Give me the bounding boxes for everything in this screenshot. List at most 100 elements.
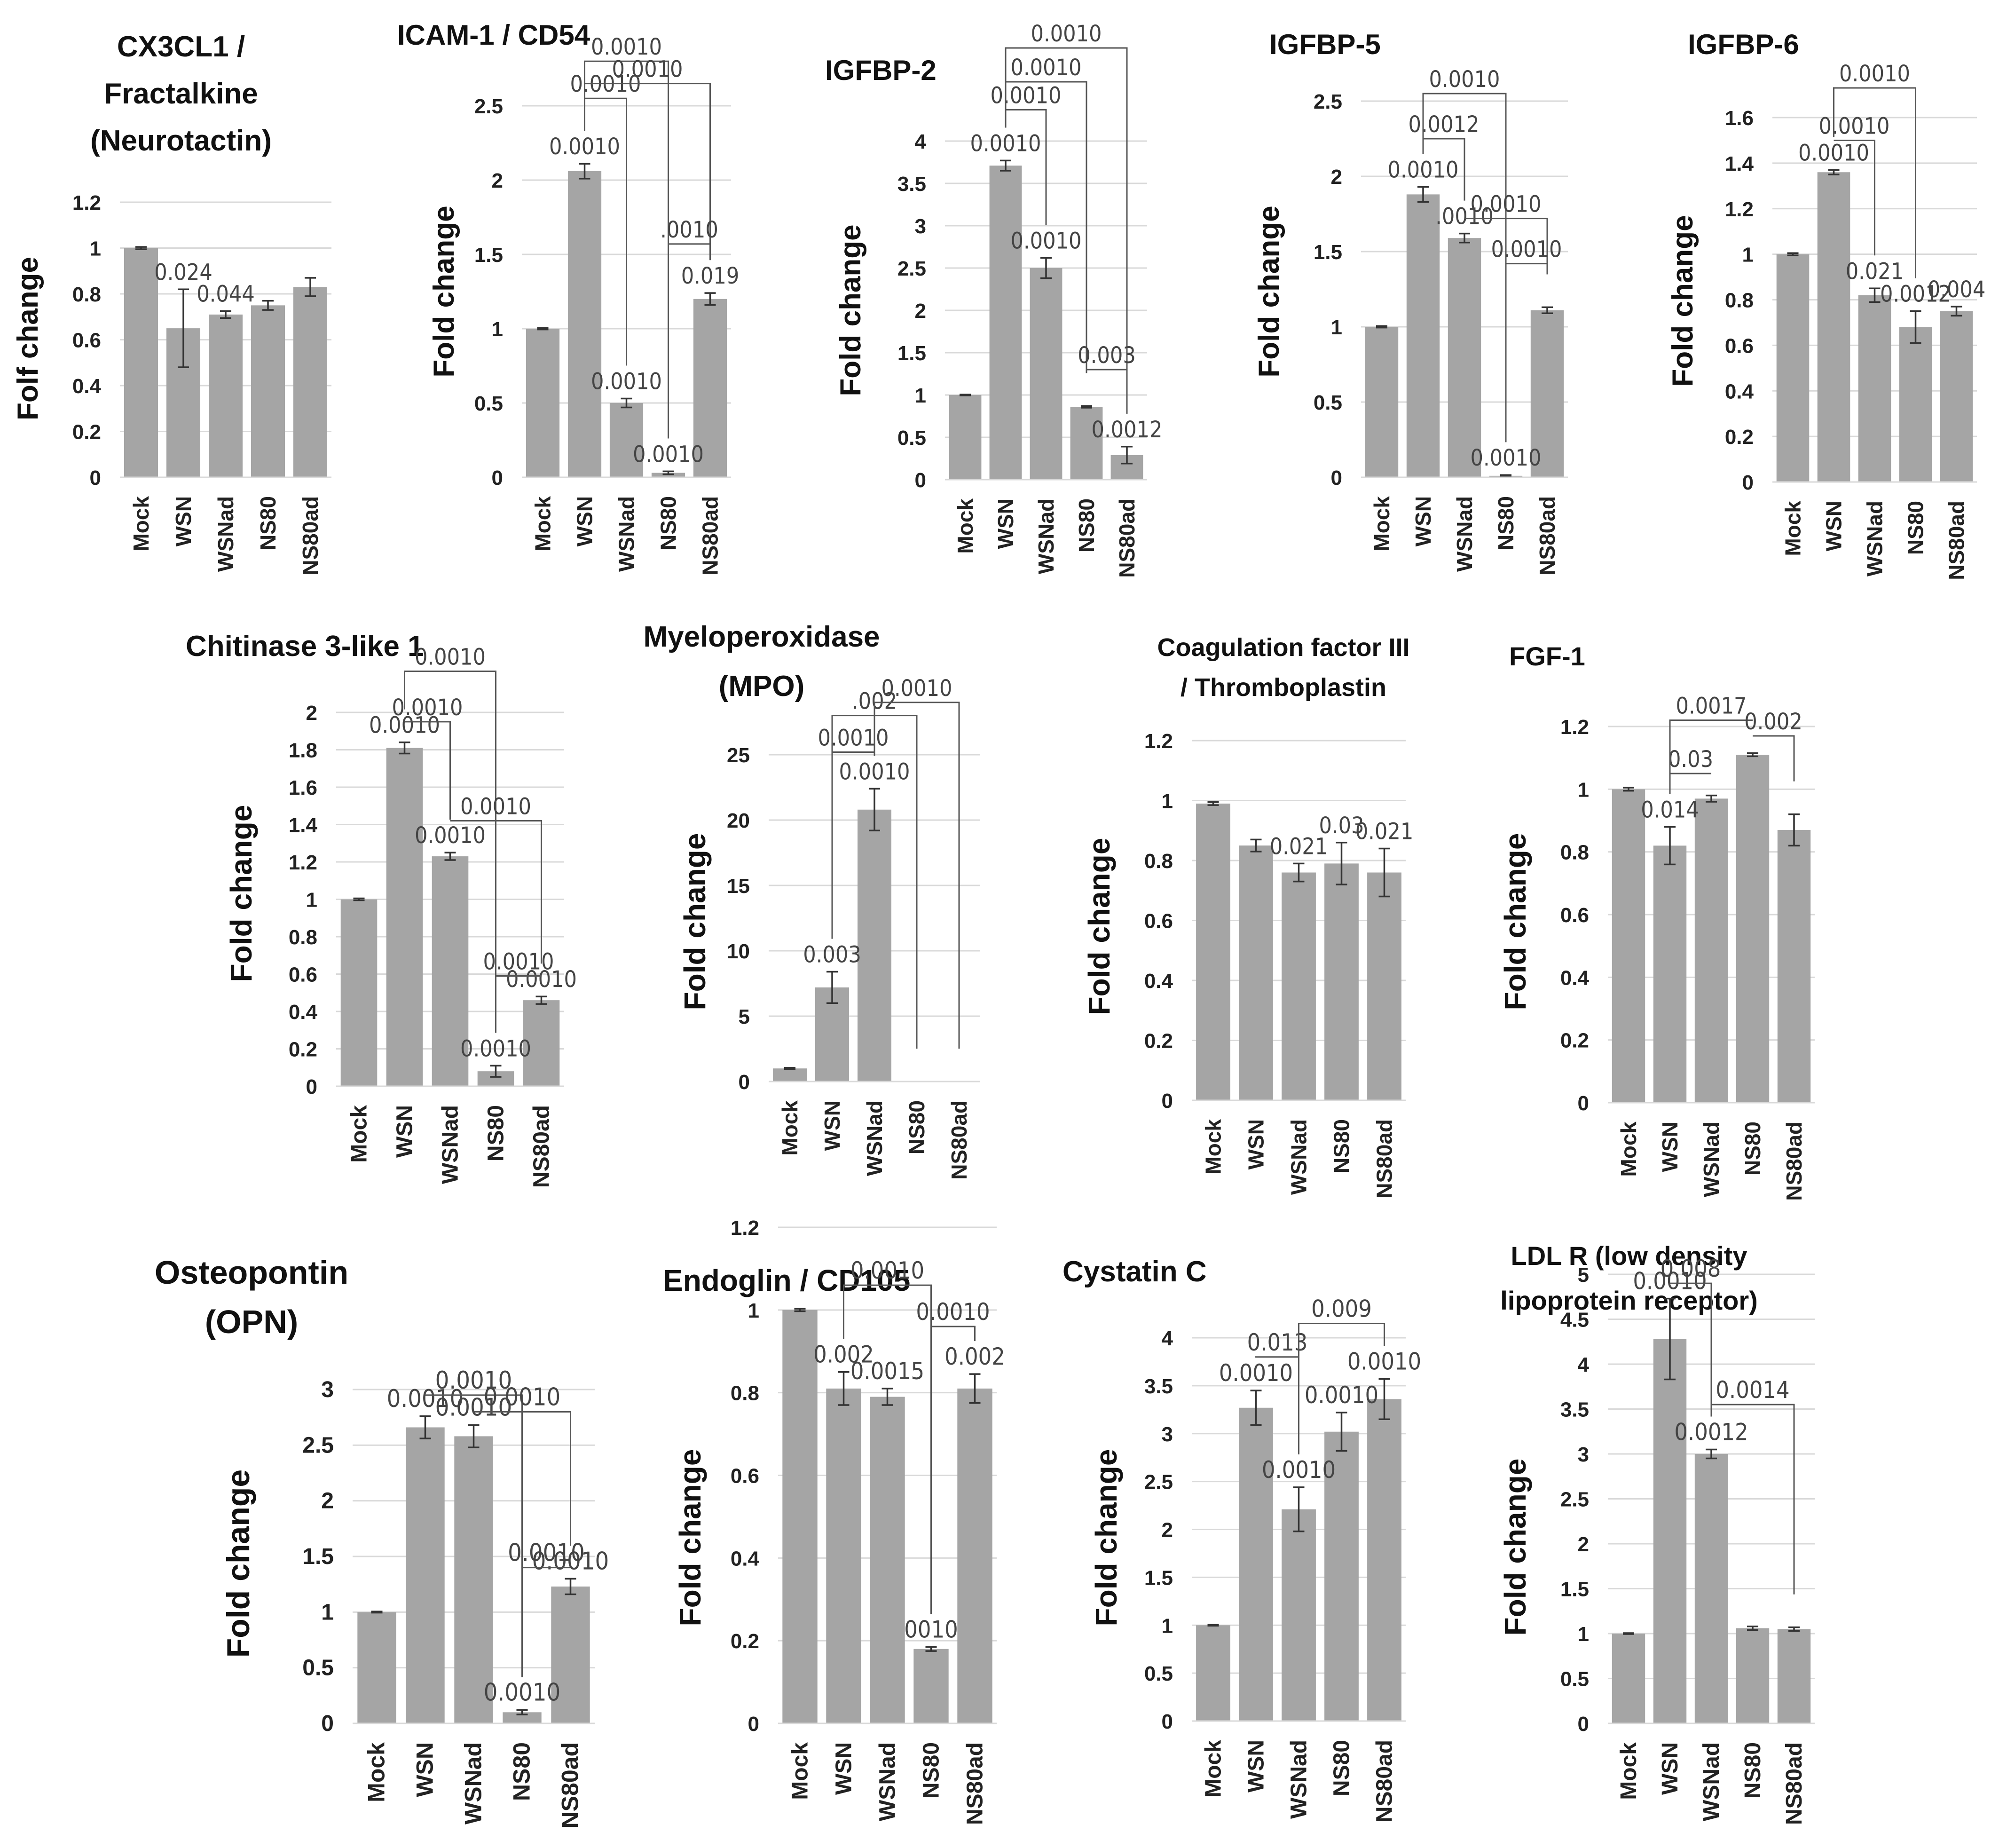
bar-mock	[357, 1612, 396, 1723]
bar-wsn	[386, 748, 423, 1086]
error-bar-ns80	[925, 1646, 937, 1652]
bar-wsnad	[209, 314, 243, 477]
p-value-label: 0.0010	[1387, 157, 1458, 183]
x-tick-label: Mock	[1781, 501, 1805, 556]
error-bar-mock	[1787, 252, 1799, 256]
x-tick-label: Mock	[1201, 1740, 1226, 1798]
bracket-p-value: 0.0010	[460, 794, 531, 820]
error-bar-mock	[537, 327, 549, 331]
y-axis-label: Fold change	[1498, 833, 1532, 1011]
y-tick-label: 10	[727, 940, 750, 963]
y-tick-label: 3.5	[1144, 1375, 1173, 1398]
x-tick-label: NS80	[1330, 1119, 1354, 1173]
y-tick-label: 1.6	[1725, 107, 1754, 130]
x-tick-label: NS80	[1074, 498, 1099, 553]
chart-title: Coagulation factor III	[1157, 633, 1409, 662]
x-tick-label: WSNad	[1699, 1742, 1724, 1821]
bar-ns80ad	[1367, 872, 1401, 1100]
y-tick-label: 0.6	[731, 1465, 759, 1488]
y-tick-label: 0.4	[289, 1001, 318, 1024]
x-tick-label: NS80	[484, 1105, 509, 1161]
y-tick-label: 2	[1331, 166, 1342, 189]
error-bar-ns80	[1336, 1412, 1347, 1452]
error-bar-wsn	[1828, 169, 1840, 175]
x-tick-label: NS80ad	[698, 496, 723, 576]
error-bar-mock	[1207, 801, 1219, 806]
y-tick-label: 3	[321, 1377, 334, 1402]
p-value-label: 0.0010	[1347, 1348, 1421, 1375]
y-tick-label: 1.5	[1314, 241, 1342, 264]
error-bar-wsn	[826, 971, 838, 1004]
y-tick-label: 2.5	[1314, 90, 1342, 113]
error-bar-ns80	[1336, 842, 1347, 885]
x-tick-label: WSNad	[1287, 1740, 1312, 1819]
chart-title: IGFBP-2	[825, 55, 937, 86]
y-axis-label: Fold change	[834, 224, 867, 396]
x-tick-label: NS80ad	[1115, 498, 1139, 578]
x-tick-label: Mock	[1201, 1119, 1226, 1175]
y-tick-label: 4	[1162, 1327, 1173, 1350]
y-tick-label: 1	[748, 1299, 759, 1322]
y-tick-label: 3	[915, 215, 926, 238]
y-tick-label: 0	[1578, 1713, 1589, 1736]
y-tick-label: 0.6	[289, 963, 317, 987]
p-value-label: 0.0010	[415, 822, 486, 849]
error-bar-wsn	[419, 1415, 431, 1439]
bracket-p-value: 0.0010	[392, 695, 463, 721]
bracket-p-value: 0.03	[1668, 746, 1713, 773]
p-value-label: .0010	[1435, 204, 1494, 230]
error-bar-ns80	[1747, 1625, 1758, 1631]
bracket-p-value: 0.0012	[1408, 111, 1479, 138]
error-bar-ns80	[516, 1709, 528, 1715]
chart-igfbp-6: IGFBP-6 0 0.2 0.4 0.6 0.8 1 1.2 1.4 1.6 Fold chang…	[1667, 29, 1985, 580]
p-value-label: 0.021	[1270, 833, 1328, 860]
bar-mock	[1196, 803, 1230, 1100]
y-tick-label: 5	[1578, 1264, 1589, 1287]
y-tick-label: 1.2	[72, 191, 101, 214]
x-tick-label: WSN	[993, 498, 1018, 549]
p-value-label: 0.0010	[633, 441, 704, 467]
p-value-label: 0.0012	[1880, 281, 1951, 308]
bracket-p-value: 0.0010	[1429, 66, 1500, 93]
x-tick-label: Mock	[1369, 496, 1394, 552]
bar-mock	[949, 395, 982, 480]
y-tick-label: 0	[306, 1075, 317, 1098]
bar-wsnad	[1282, 1509, 1316, 1721]
y-tick-label: 3.5	[1560, 1398, 1589, 1422]
x-tick-label: WSN	[1244, 1740, 1269, 1793]
significance-bracket: 0.0010	[508, 1539, 585, 1677]
bracket-p-value: 0.0010	[1031, 21, 1102, 47]
chart-title: Myeloperoxidase	[643, 621, 880, 653]
y-tick-label: 1.4	[1725, 152, 1754, 175]
error-bar-wsn	[1664, 1297, 1676, 1381]
error-bar-wsnad	[1293, 862, 1305, 883]
error-bar-wsnad	[1293, 1486, 1305, 1532]
chart-fgf-1: FGF-1 0 0.2 0.4 0.6 0.8 1 1.2 Fold change Mock WSN…	[1498, 641, 1815, 1201]
y-tick-label: 0.5	[302, 1656, 334, 1681]
error-bar-wsnad	[468, 1424, 480, 1448]
p-value-label: 0.0010	[387, 1385, 464, 1413]
chart-title: lipoprotein receptor)	[1500, 1286, 1758, 1315]
bracket-p-value: 0.0010	[591, 34, 662, 60]
error-bar-ns80ad	[1951, 306, 1962, 317]
p-value-label: 0.0010	[369, 712, 440, 739]
y-tick-label: 1.2	[289, 851, 317, 874]
y-tick-label: 0.8	[1725, 289, 1754, 312]
y-axis-label: Fold change	[678, 833, 712, 1011]
error-bar-ns80	[1910, 310, 1921, 344]
x-tick-label: WSN	[393, 1105, 417, 1158]
error-bar-wsn	[399, 741, 410, 755]
x-tick-label: WSN	[412, 1742, 438, 1797]
y-tick-label: 0.2	[1725, 426, 1754, 449]
y-tick-label: 0	[1162, 1710, 1173, 1733]
significance-bracket: 0.0010	[450, 794, 542, 964]
bracket-p-value: 0.0010	[1491, 237, 1562, 263]
significance-bracket: 0.0010	[916, 1298, 990, 1614]
x-tick-label: Mock	[953, 498, 977, 554]
bar-wsn	[1817, 172, 1850, 482]
bar-ns80ad	[1367, 1399, 1401, 1721]
y-tick-label: 1.6	[289, 776, 317, 799]
y-tick-label: 1	[321, 1600, 334, 1625]
x-tick-label: Mock	[778, 1100, 802, 1156]
x-tick-label: WSNad	[1034, 498, 1058, 574]
